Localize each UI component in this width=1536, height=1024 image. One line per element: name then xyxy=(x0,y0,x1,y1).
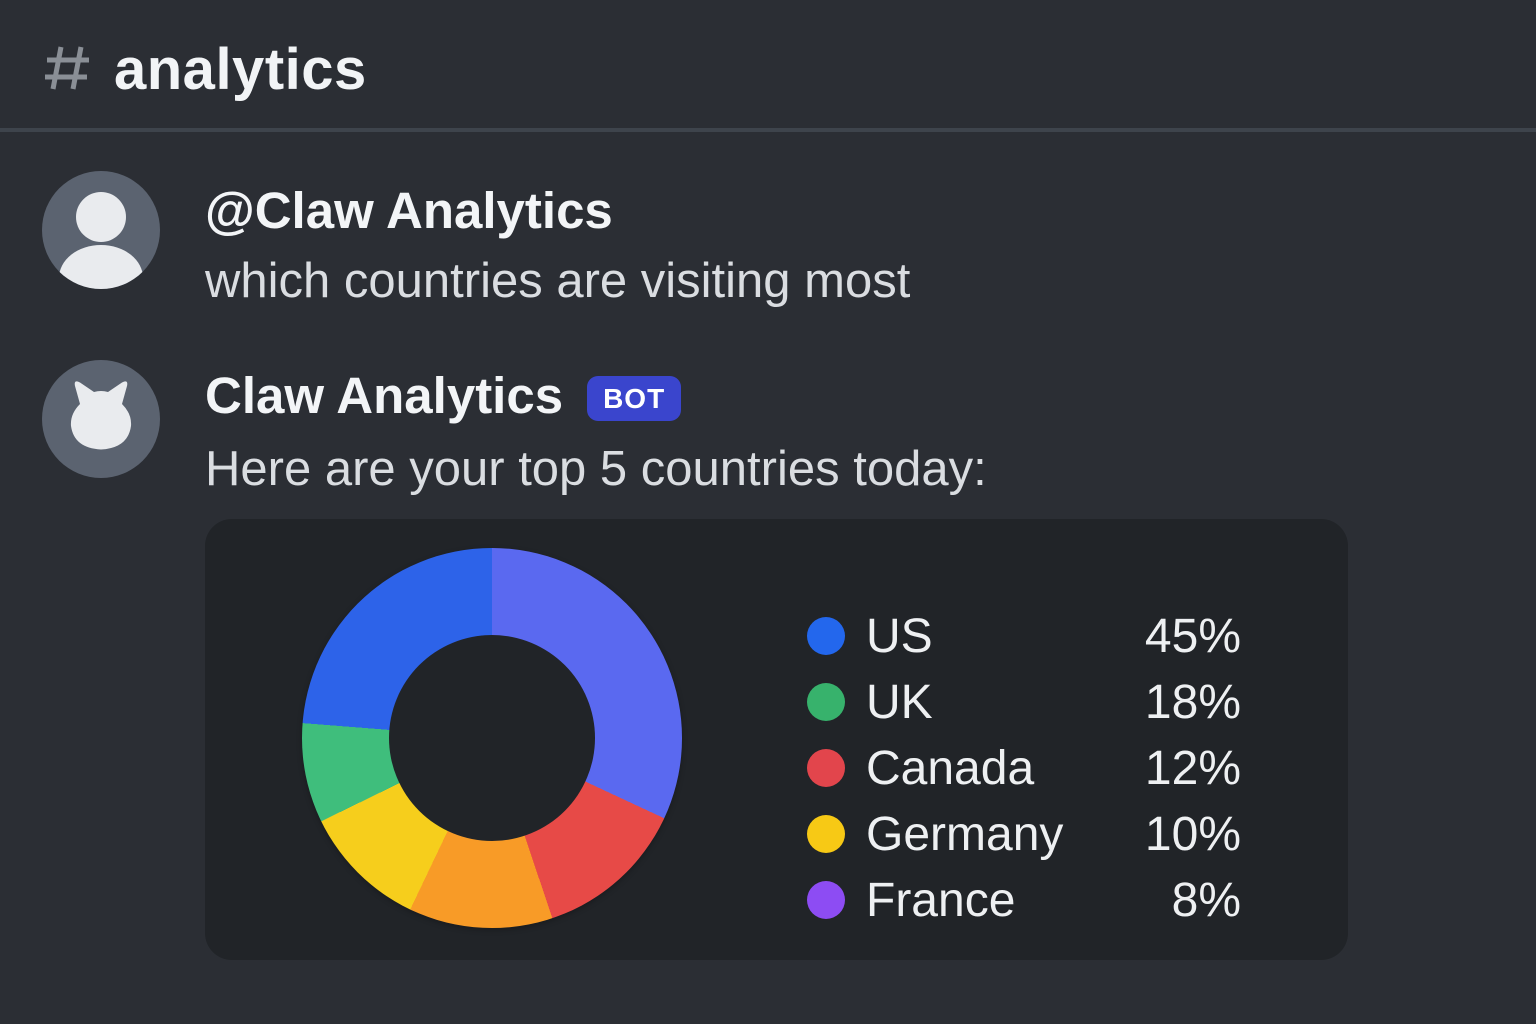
legend-row: France 8% xyxy=(807,867,1241,933)
cat-avatar-icon xyxy=(70,381,132,450)
legend-dot-uk xyxy=(807,683,845,721)
message-author[interactable]: @Claw Analytics xyxy=(205,182,613,239)
legend-dot-germany xyxy=(807,815,845,853)
legend-row: UK 18% xyxy=(807,669,1241,735)
legend-row: US 45% xyxy=(807,603,1241,669)
legend-percent: 10% xyxy=(1144,807,1241,861)
chart-legend: US 45% UK 18% Canada 12% Germany 10% Fra… xyxy=(807,603,1241,933)
channel-header: analytics xyxy=(0,0,1536,129)
legend-percent: 8% xyxy=(1171,873,1241,927)
user-avatar[interactable] xyxy=(42,171,160,289)
header-divider xyxy=(0,128,1536,132)
legend-label: US xyxy=(866,609,933,663)
legend-dot-france xyxy=(807,881,845,919)
hash-icon xyxy=(40,40,96,96)
bot-author-row: Claw Analytics BOT xyxy=(205,366,682,425)
legend-label: Germany xyxy=(866,807,1064,861)
bot-avatar[interactable] xyxy=(42,360,160,478)
person-avatar-icon xyxy=(59,192,143,289)
chart-card: US 45% UK 18% Canada 12% Germany 10% Fra… xyxy=(205,519,1348,960)
legend-label: Canada xyxy=(866,741,1035,795)
legend-dot-canada xyxy=(807,749,845,787)
legend-label: France xyxy=(866,873,1016,927)
donut-hole xyxy=(389,635,595,841)
legend-label: UK xyxy=(866,675,933,729)
legend-row: Germany 10% xyxy=(807,801,1241,867)
legend-percent: 18% xyxy=(1144,675,1241,729)
bot-badge: BOT xyxy=(587,376,682,421)
message-author[interactable]: Claw Analytics xyxy=(205,367,564,424)
message-text: which countries are visiting most xyxy=(205,254,911,308)
legend-percent: 45% xyxy=(1144,609,1241,663)
channel-name: analytics xyxy=(114,37,367,102)
message-text: Here are your top 5 countries today: xyxy=(205,442,987,496)
donut-chart xyxy=(302,548,682,928)
legend-percent: 12% xyxy=(1144,741,1241,795)
legend-row: Canada 12% xyxy=(807,735,1241,801)
legend-dot-us xyxy=(807,617,845,655)
